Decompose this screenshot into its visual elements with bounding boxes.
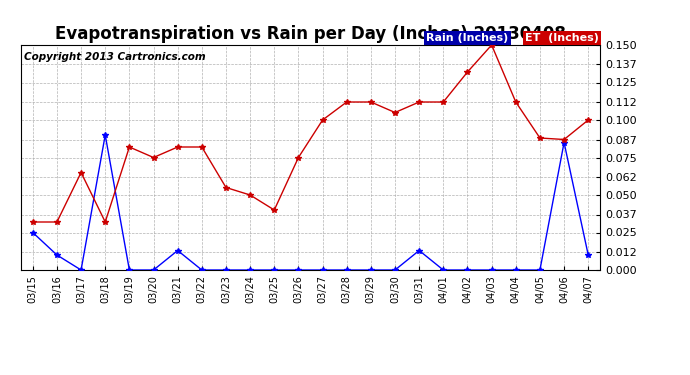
- Text: Copyright 2013 Cartronics.com: Copyright 2013 Cartronics.com: [23, 52, 205, 62]
- Title: Evapotranspiration vs Rain per Day (Inches) 20130408: Evapotranspiration vs Rain per Day (Inch…: [55, 26, 566, 44]
- Text: Rain (Inches): Rain (Inches): [426, 33, 509, 43]
- Text: ET  (Inches): ET (Inches): [525, 33, 599, 43]
